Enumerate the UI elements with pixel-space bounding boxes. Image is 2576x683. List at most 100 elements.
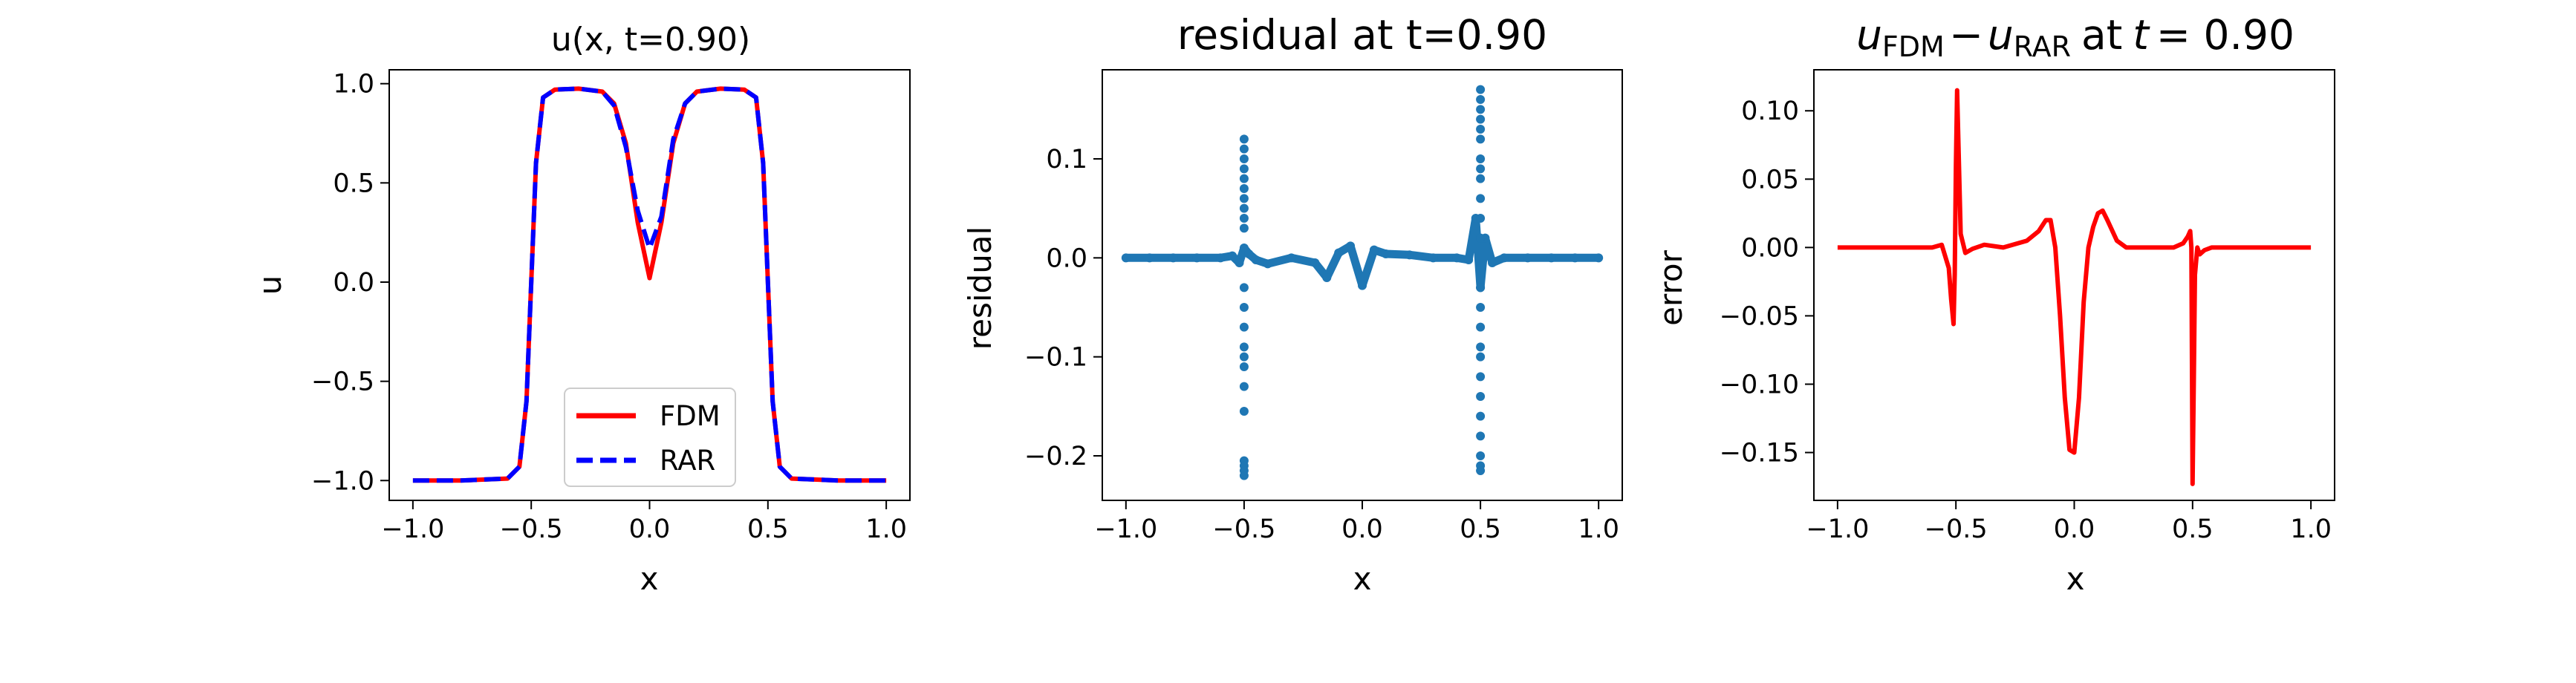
xtick-label: 0.0 [1341, 514, 1383, 544]
panel3-ylabel: error [1653, 249, 1689, 325]
ytick-label: −0.5 [311, 367, 374, 397]
residual-point [1239, 407, 1249, 416]
residual-point [1476, 105, 1486, 114]
residual-point [1476, 125, 1486, 134]
residual-point [1476, 283, 1486, 293]
residual-point [1346, 241, 1356, 251]
residual-point [1570, 253, 1580, 263]
panel1-ylabel: u [252, 275, 288, 295]
panel2-ticks: −1.0 −0.5 0.0 0.5 1.0 −0.2 −0.1 0.0 0.1 [1024, 145, 1619, 544]
residual-point [1476, 194, 1486, 203]
residual-point [1523, 253, 1532, 263]
residual-point [1476, 342, 1486, 352]
residual-point [1381, 249, 1391, 258]
title-at: at [2081, 11, 2122, 59]
residual-point [1239, 174, 1249, 183]
residual-point [1476, 322, 1486, 332]
xtick-label: −0.5 [500, 514, 563, 544]
xtick-label: −1.0 [1094, 514, 1157, 544]
panel2-ylabel: residual [962, 226, 998, 350]
panel1-xlabel: x [640, 561, 659, 597]
panel1-ticks: −1.0 −0.5 0.0 0.5 1.0 −1.0 −0.5 0.0 0.5 1.0 [311, 70, 907, 544]
panel-residual: residual at t=0.90 −1.0 −0.5 0.0 0.5 1.0 −0.2… [962, 11, 1623, 597]
panel1-legend: FDM RAR [564, 388, 736, 487]
residual-point [1476, 411, 1486, 421]
xtick-label: 1.0 [2290, 514, 2332, 544]
ytick-label: −1.0 [311, 466, 374, 496]
residual-point [1476, 174, 1486, 183]
residual-point [1476, 431, 1486, 441]
residual-point [1464, 255, 1474, 264]
ytick-label: 0.00 [1741, 233, 1799, 263]
panel2-title: residual at t=0.90 [1177, 11, 1547, 59]
panel3-xlabel: x [2066, 561, 2085, 597]
residual-point [1244, 249, 1254, 258]
residual-point [1428, 253, 1438, 263]
residual-point [1121, 253, 1131, 263]
residual-point [1476, 303, 1486, 312]
xtick-label: −0.5 [1925, 514, 1988, 544]
ytick-label: −0.2 [1024, 442, 1087, 471]
xtick-label: −1.0 [1806, 514, 1869, 544]
residual-point [1334, 248, 1344, 258]
residual-point [1369, 245, 1379, 255]
series-line-fdm [412, 86, 887, 483]
xtick-label: −1.0 [381, 514, 444, 544]
residual-point [1488, 258, 1497, 267]
residual-point [1192, 253, 1202, 263]
panel1-plot-area [412, 86, 887, 483]
ytick-label: −0.15 [1720, 439, 1799, 468]
residual-point [1239, 283, 1249, 293]
ytick-label: 1.0 [333, 70, 374, 99]
ytick-label: −0.10 [1720, 370, 1799, 399]
residual-point [1476, 114, 1486, 124]
residual-point [1239, 342, 1249, 352]
residual-point [1239, 144, 1249, 154]
residual-point [1239, 471, 1249, 480]
residual-point [1168, 253, 1178, 263]
xtick-label: 0.5 [1460, 514, 1501, 544]
ytick-label: 0.0 [333, 268, 374, 298]
panel-error: uFDM − uRAR at t = 0.90 −1.0 −0.5 0.0 0.5 1.0−0.1… [1653, 11, 2335, 597]
xtick-label: 0.0 [629, 514, 671, 544]
title-t: t [2133, 11, 2150, 59]
xtick-label: 0.5 [2172, 514, 2214, 544]
panel2-plot-area [1121, 85, 1604, 480]
residual-point [1239, 214, 1249, 223]
error-line [1837, 88, 2312, 486]
residual-point [1546, 253, 1556, 263]
title-sub-rar: RAR [2014, 30, 2071, 63]
residual-point [1239, 382, 1249, 391]
residual-point [1476, 95, 1486, 104]
residual-point [1476, 392, 1486, 401]
residual-point [1235, 258, 1244, 267]
residual-point [1145, 253, 1154, 263]
title-u-fdm: u [1856, 11, 1882, 59]
residual-point [1228, 251, 1237, 261]
residual-point [1239, 134, 1249, 144]
residual-point [1239, 184, 1249, 193]
residual-point [1594, 253, 1604, 263]
residual-point [1251, 255, 1261, 264]
panel2-xlabel: x [1353, 561, 1372, 597]
ytick-label: 0.5 [333, 169, 374, 198]
residual-point [1263, 259, 1272, 269]
title-eq: = 0.90 [2156, 11, 2294, 59]
residual-point [1476, 233, 1486, 243]
legend-fdm-label: FDM [660, 400, 721, 432]
ytick-label: −0.05 [1720, 301, 1799, 331]
ytick-label: 0.05 [1741, 165, 1799, 195]
ytick-label: 0.0 [1046, 244, 1087, 273]
residual-point [1499, 253, 1509, 263]
residual-point [1239, 322, 1249, 332]
residual-point [1287, 253, 1296, 263]
panel1-title: u(x, t=0.90) [551, 21, 750, 59]
residual-point [1239, 244, 1249, 252]
xtick-label: 0.5 [747, 514, 789, 544]
residual-point [1239, 203, 1249, 213]
residual-point [1476, 214, 1486, 223]
residual-point [1452, 253, 1462, 263]
panel3-plot-area [1837, 88, 2312, 486]
residual-point [1476, 134, 1486, 144]
